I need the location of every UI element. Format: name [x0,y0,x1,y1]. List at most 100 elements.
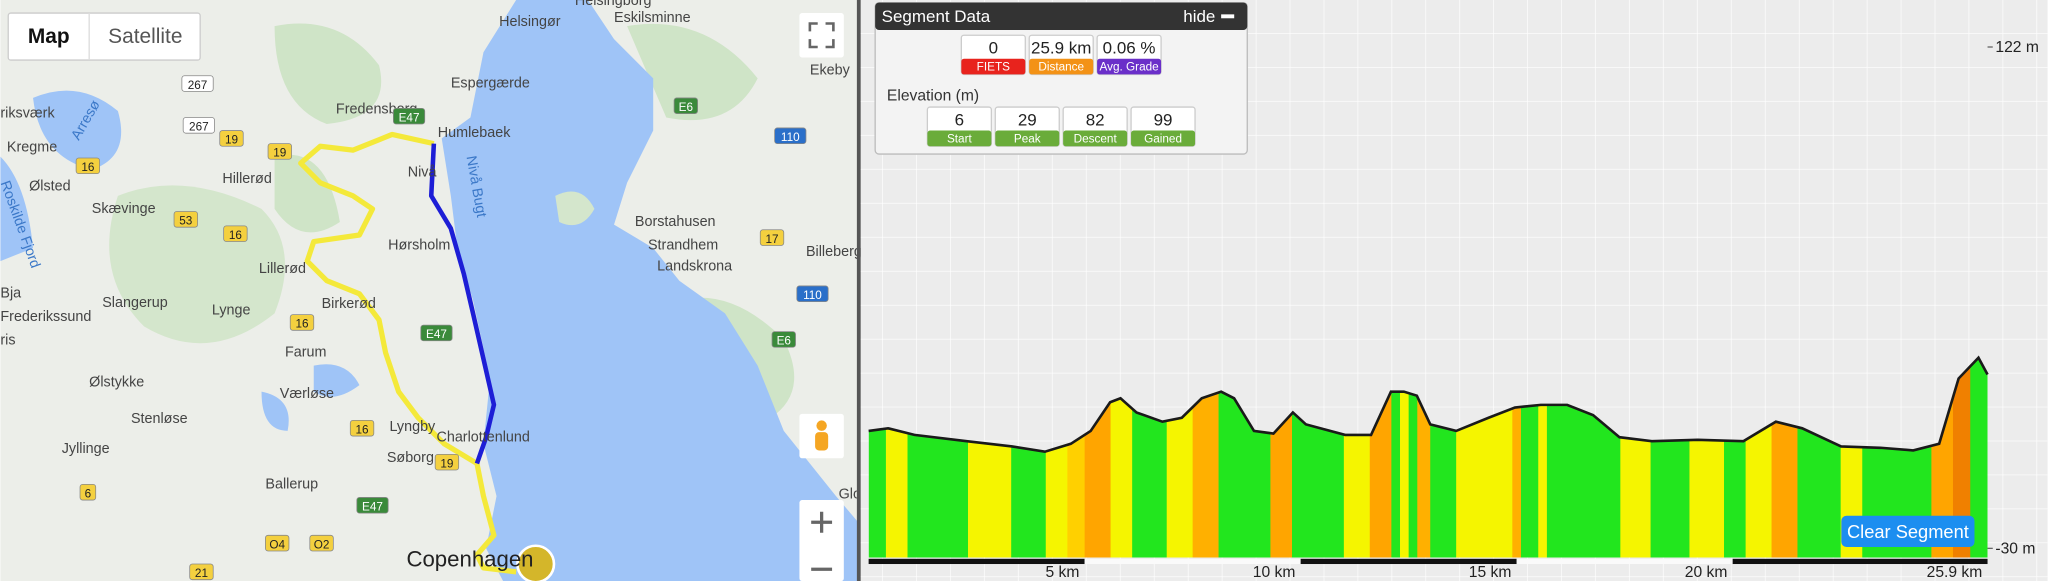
road-shield [219,130,244,147]
stat-label: Descent [1074,132,1118,145]
place-label: Ballerup [265,476,318,492]
zoom-in[interactable] [811,511,833,533]
stat-value: 0.06 % [1103,39,1156,58]
panel-title: Segment Data [882,7,991,26]
bike-marker[interactable] [516,544,556,581]
axis-segment [1732,558,1988,565]
grade-band [1538,357,1548,558]
grade-band [1970,357,1988,558]
road-label: 16 [295,318,309,331]
panel-stats: 0 FIETS 25.9 km Distance 0.06 % Avg. Grade 6 St… [926,34,1196,147]
stat-value: 6 [955,110,964,129]
hide-link[interactable]: hide [1183,7,1215,26]
road-label: 267 [188,79,208,92]
x-tick-label: 5 km [1045,564,1079,581]
road-shield [673,97,698,114]
place-label: Borstahusen [635,214,716,230]
road-label: E6 [777,335,792,348]
road-shield [181,75,214,92]
road-label: 19 [273,147,286,160]
separator [856,0,861,581]
route-blue [428,143,497,465]
road-shield [265,534,290,552]
route-yellow [298,131,517,575]
place-label: Nivå [408,164,437,180]
road-label: E47 [426,328,447,341]
road-shield [309,534,334,552]
axis-segment [1300,558,1517,565]
road-label: 16 [229,229,243,242]
stat-value: 0 [989,39,998,58]
y-tick-label: -30 m [1995,541,2035,558]
stat-badge [961,58,1026,75]
stat-label: Distance [1038,61,1084,74]
place-label: Espergærde [451,75,530,91]
island [555,191,595,226]
place-label: ris [0,333,15,349]
road-label: 53 [179,215,193,228]
place-label: Søborg [387,450,434,466]
place-label: Jyllinge [62,441,110,457]
place-label: Landskrona [657,258,732,274]
grade-band [1952,357,1971,558]
map-button[interactable]: Map [28,25,70,48]
map-type-control [7,12,201,61]
place-label: Lynge [212,303,251,319]
place-label: Helsingborg [575,0,652,9]
road-label: E6 [679,101,694,114]
place-label: Humlebaek [438,125,511,141]
stat-label: Start [947,132,973,145]
place-label: Billeberg [806,244,862,260]
road-shield [289,314,315,331]
panel-header [875,2,1248,31]
grade-band [1512,357,1522,558]
road-label: 19 [225,134,238,147]
satellite-button[interactable]: Satellite [108,25,182,48]
stat-badge [1131,130,1196,147]
road-label: 21 [195,567,208,580]
road-shield [420,324,453,342]
road-label: 6 [85,487,92,500]
place-label: Farum [285,344,327,360]
place-label: riksværk [0,106,55,122]
place-label: Ekeby [810,62,851,78]
road-shield [189,563,214,581]
place-label: Slangerup [102,295,167,311]
road-shield [79,483,97,501]
place-label: Skævinge [92,201,156,217]
fullscreen-button[interactable] [799,13,844,58]
place-label: Lyngby [389,419,436,435]
hide-icon[interactable] [1221,14,1235,19]
place-label: Bja [0,286,21,302]
place-label: Værløse [280,386,334,402]
place-label: Stenløse [131,411,188,427]
place-label: Lillerød [259,261,306,277]
road-shield [392,107,426,125]
place-label: Copenhagen [406,547,533,572]
place-label: Hørsholm [388,237,450,253]
clear-segment-label[interactable]: Clear Segment [1847,521,1969,542]
fullscreen-icon [808,22,835,49]
stat-badge [927,130,992,147]
road-label: 110 [781,131,800,144]
stat-value: 99 [1154,110,1173,129]
grade-band [1408,357,1418,558]
place-label: Kregme [7,139,57,155]
place-label: Helsingør [499,14,561,30]
road-shield [434,453,460,471]
place-label: Frederikssund [0,309,91,325]
place-label: Hillerød [222,171,271,187]
road-shield [771,331,796,348]
place-label: Charlottenlund [436,429,529,445]
grade-band [1400,357,1410,558]
stat-label: Gained [1144,132,1182,145]
road-shield [75,157,101,175]
road-shield [796,285,829,302]
elevation-line [868,355,1989,454]
axis-segment [1084,558,1301,565]
grade-band [1110,357,1133,558]
stat-badge [995,130,1060,147]
clear-segment-button[interactable] [1841,515,1975,548]
road-shield [356,497,389,514]
